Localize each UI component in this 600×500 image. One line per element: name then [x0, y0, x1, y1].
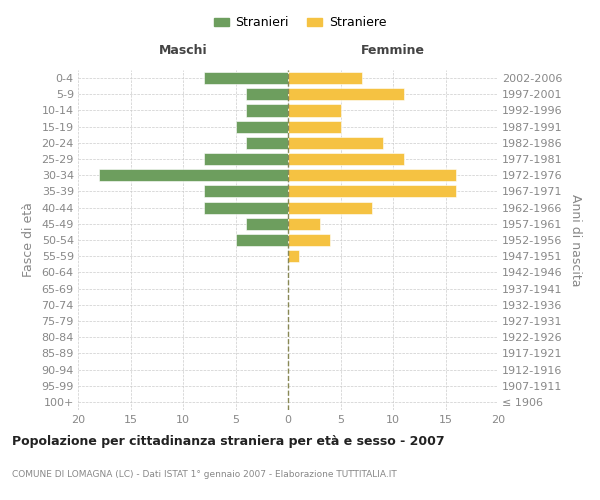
Bar — [204, 202, 288, 213]
Bar — [288, 218, 320, 230]
Bar — [246, 137, 288, 149]
Y-axis label: Fasce di età: Fasce di età — [22, 202, 35, 278]
Bar — [288, 88, 404, 101]
Bar — [288, 250, 299, 262]
Text: Femmine: Femmine — [361, 44, 425, 57]
Bar — [288, 120, 341, 132]
Bar — [246, 88, 288, 101]
Bar — [204, 153, 288, 165]
Bar — [288, 186, 456, 198]
Bar — [288, 202, 372, 213]
Bar — [235, 120, 288, 132]
Bar — [235, 234, 288, 246]
Bar — [246, 218, 288, 230]
Text: COMUNE DI LOMAGNA (LC) - Dati ISTAT 1° gennaio 2007 - Elaborazione TUTTITALIA.IT: COMUNE DI LOMAGNA (LC) - Dati ISTAT 1° g… — [12, 470, 397, 479]
Bar — [288, 234, 330, 246]
Text: Maschi: Maschi — [158, 44, 208, 57]
Bar — [288, 153, 404, 165]
Y-axis label: Anni di nascita: Anni di nascita — [569, 194, 582, 286]
Text: Popolazione per cittadinanza straniera per età e sesso - 2007: Popolazione per cittadinanza straniera p… — [12, 435, 445, 448]
Bar — [288, 104, 341, 117]
Bar — [246, 104, 288, 117]
Bar — [204, 186, 288, 198]
Bar — [99, 169, 288, 181]
Legend: Stranieri, Straniere: Stranieri, Straniere — [209, 11, 391, 34]
Bar — [288, 137, 383, 149]
Bar — [288, 72, 361, 84]
Bar — [204, 72, 288, 84]
Bar — [288, 169, 456, 181]
